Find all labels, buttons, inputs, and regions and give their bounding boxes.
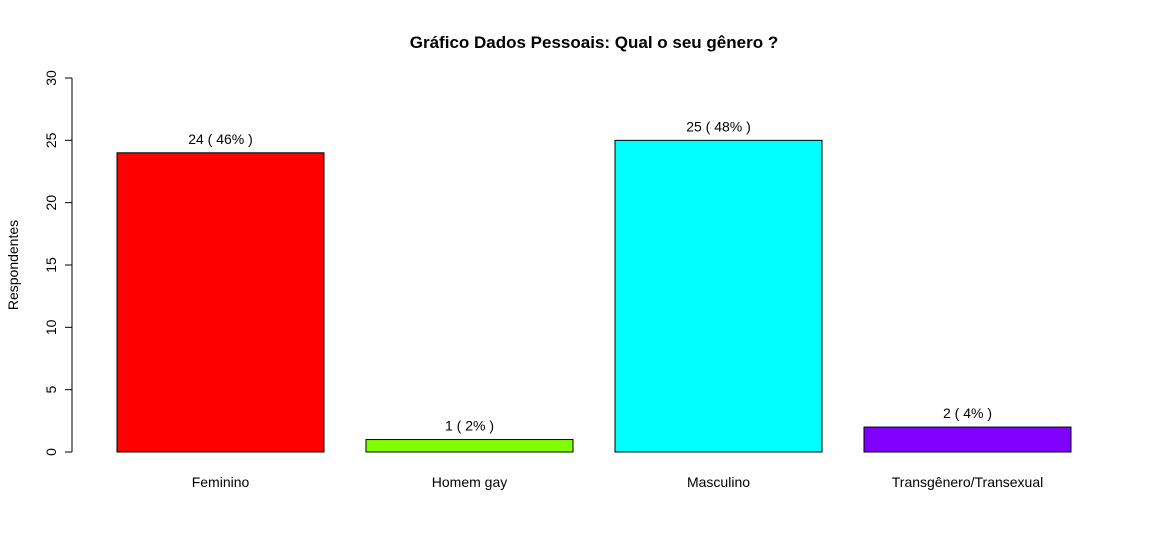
bar-feminino [116, 152, 325, 453]
y-tick-label: 30 [43, 70, 59, 86]
category-label: Transgênero/Transexual [892, 474, 1043, 490]
y-axis-label: Respondentes [5, 220, 21, 310]
data-label: 25 ( 48% ) [686, 118, 751, 134]
chart-title: Gráfico Dados Pessoais: Qual o seu gêner… [410, 33, 778, 52]
bar-transg-nero-transexual [863, 426, 1072, 453]
bar-masculino [614, 139, 823, 453]
y-tick-label: 5 [43, 386, 59, 394]
data-label: 1 ( 2% ) [445, 418, 494, 434]
y-tick-label: 0 [43, 448, 59, 456]
y-tick-label: 15 [43, 257, 59, 273]
y-tick-label: 20 [43, 195, 59, 211]
category-label: Feminino [192, 474, 250, 490]
data-label: 24 ( 46% ) [188, 131, 253, 147]
y-axis: 0 5 10 15 20 25 30 [43, 70, 73, 456]
data-label: 2 ( 4% ) [943, 405, 992, 421]
category-labels-group: Feminino Homem gay Masculino Transgênero/Tr… [192, 474, 1044, 490]
bar-homem-gay [365, 439, 574, 453]
category-label: Masculino [687, 474, 750, 490]
y-tick-label: 10 [43, 319, 59, 335]
data-labels-group: 24 ( 46% ) 1 ( 2% ) 25 ( 48% ) 2 ( 4% ) [188, 118, 992, 433]
category-label: Homem gay [432, 474, 507, 490]
bars-group [116, 139, 1072, 453]
y-tick-label: 25 [43, 132, 59, 148]
